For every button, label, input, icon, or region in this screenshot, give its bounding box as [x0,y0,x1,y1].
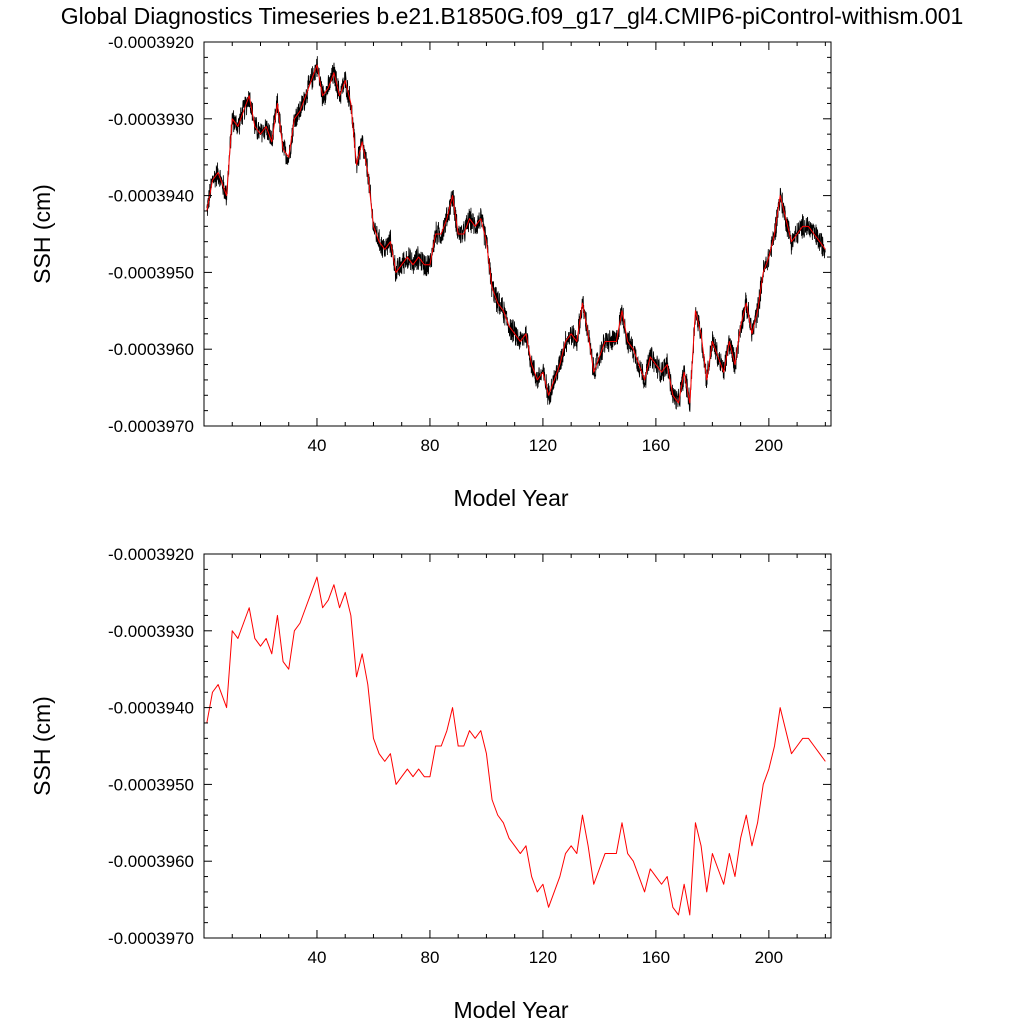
bottom-y-tick-label: -0.0003970 [108,929,194,948]
top-raw-series-line [206,56,826,412]
bottom-x-tick-label: 80 [420,948,439,967]
top-y-tick-label: -0.0003920 [108,33,194,52]
top-x-tick-label: 200 [755,436,783,455]
top-y-tick-label: -0.0003960 [108,340,194,359]
top-plot-frame [203,41,832,427]
bottom-smooth-series-line [206,576,826,916]
top-y-tick-label: -0.0003930 [108,110,194,129]
top-panel: SSH (cm) Model Year 40 80 120 160 200 -0.0003… [29,33,832,511]
bottom-y-tick-label: -0.0003940 [108,699,194,718]
bottom-x-tick-label: 200 [755,948,783,967]
top-ylabel: SSH (cm) [29,184,55,284]
bottom-x-tick-label: 40 [308,948,327,967]
top-xlabel: Model Year [453,485,568,511]
top-x-tick-label: 120 [529,436,557,455]
bottom-y-tick-label: -0.0003950 [108,775,194,794]
top-x-tick-label: 40 [308,436,327,455]
figure-title: Global Diagnostics Timeseries b.e21.B185… [61,3,964,29]
bottom-plot-area [206,576,826,916]
bottom-x-tick-label: 160 [642,948,670,967]
bottom-xlabel: Model Year [453,997,568,1023]
top-x-tick-label: 80 [420,436,439,455]
bottom-y-tick-label: -0.0003960 [108,852,194,871]
bottom-plot-frame [203,553,832,939]
top-y-tick-label: -0.0003940 [108,187,194,206]
top-y-tick-label: -0.0003950 [108,263,194,282]
bottom-y-tick-label: -0.0003930 [108,622,194,641]
top-y-tick-label: -0.0003970 [108,417,194,436]
bottom-y-tick-label: -0.0003920 [108,545,194,564]
bottom-ylabel: SSH (cm) [29,696,55,796]
top-plot-area [206,56,826,412]
top-x-tick-label: 160 [642,436,670,455]
top-smooth-series-line [206,64,826,404]
bottom-panel: SSH (cm) Model Year 40 80 120 160 200 -0.0003… [29,545,832,1023]
bottom-x-tick-label: 120 [529,948,557,967]
